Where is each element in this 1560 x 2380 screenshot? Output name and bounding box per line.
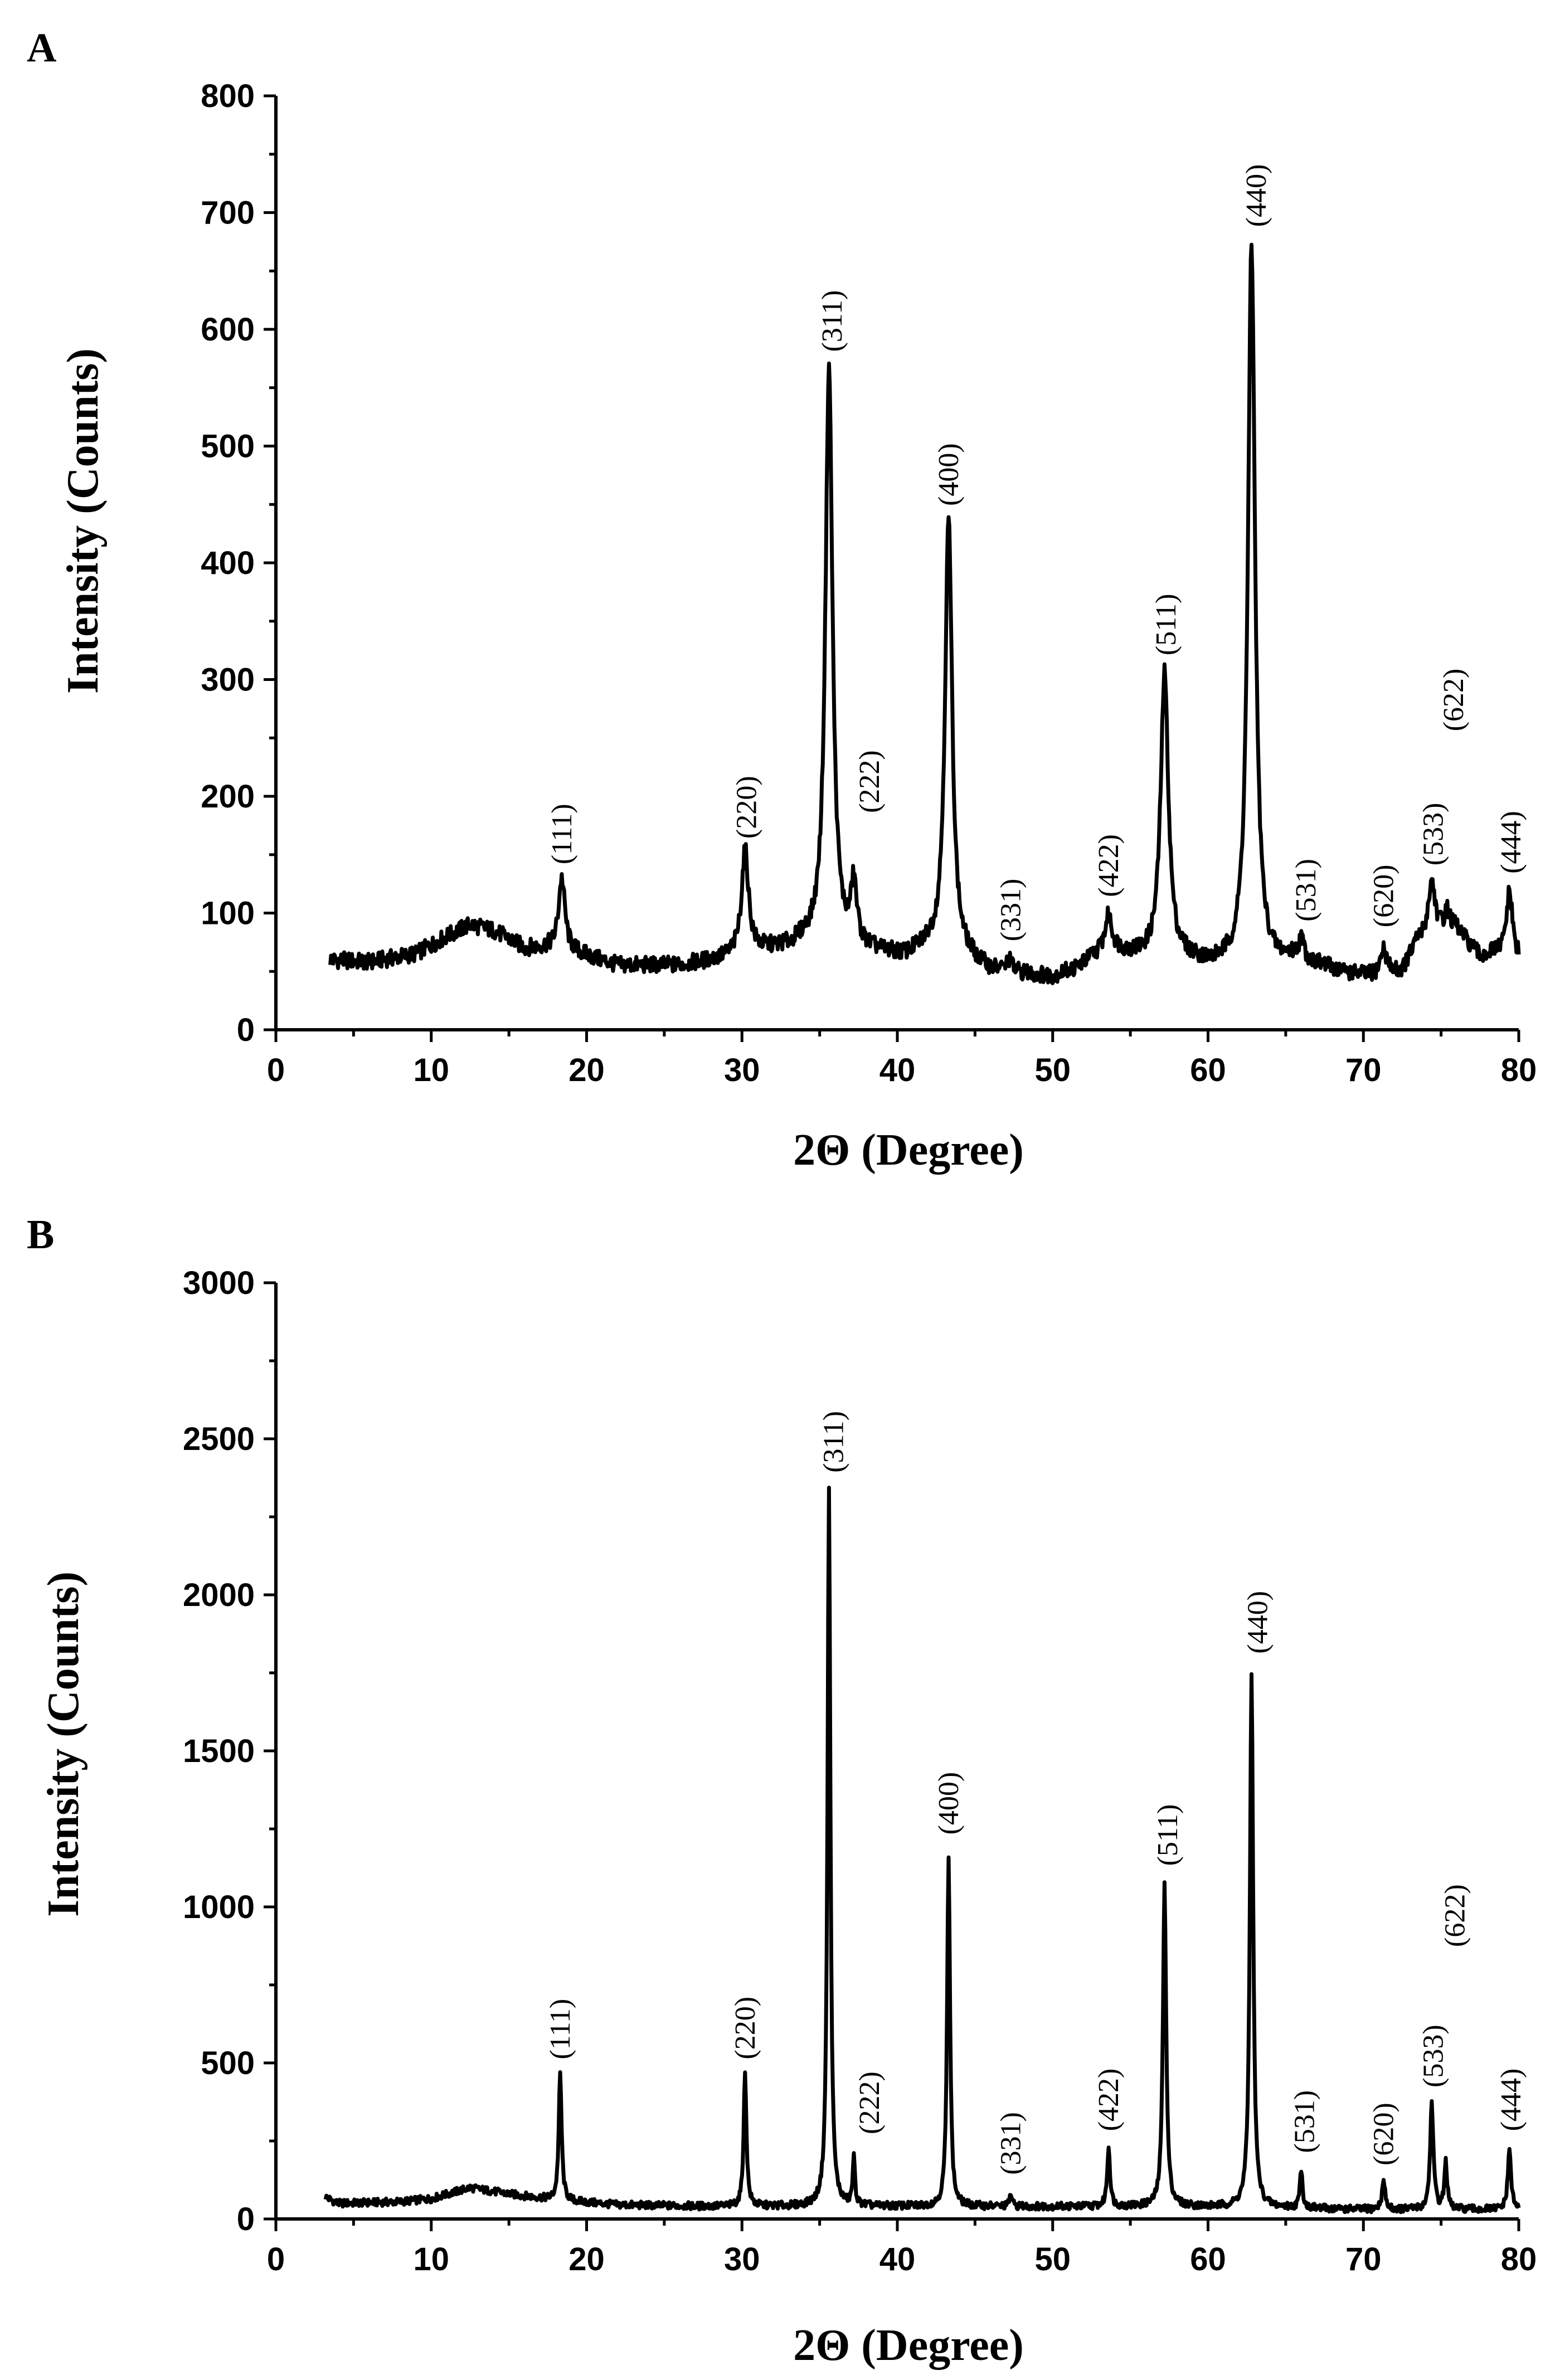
peak-label: (111) xyxy=(545,1999,576,2060)
panel-b-y-axis-title: Intensity (Counts) xyxy=(39,1571,88,1917)
panel-b-x-axis-title: 2Θ (Degree) xyxy=(793,2321,1024,2370)
y-tick-label: 200 xyxy=(201,778,255,815)
peak-label: (444) xyxy=(1495,811,1527,874)
peak-label: (511) xyxy=(1150,593,1182,655)
x-tick-label: 50 xyxy=(1034,1052,1071,1088)
panel-a-peak-labels: (111) (220) (311) (222) (400) (331) (422) (511)… xyxy=(546,164,1527,942)
y-tick-label: 100 xyxy=(201,895,255,932)
x-tick-label: 70 xyxy=(1345,2241,1382,2277)
peak-label: (531) xyxy=(1289,2090,1320,2153)
x-tick-label: 40 xyxy=(879,2241,916,2277)
x-tick-label: 80 xyxy=(1501,2241,1537,2277)
peak-label: (331) xyxy=(995,2112,1027,2175)
peak-label: (440) xyxy=(1242,1591,1274,1654)
peak-label: (422) xyxy=(1093,834,1125,897)
x-tick-label: 10 xyxy=(413,2241,449,2277)
x-tick-label: 50 xyxy=(1034,2241,1071,2277)
panel-a-axes xyxy=(274,96,1519,1031)
x-tick-label: 60 xyxy=(1190,1052,1226,1088)
peak-label: (622) xyxy=(1440,1884,1471,1947)
x-tick-label: 10 xyxy=(413,1052,449,1088)
x-tick-label: 20 xyxy=(568,1052,605,1088)
peak-label: (311) xyxy=(817,290,848,352)
y-tick-label: 800 xyxy=(201,78,255,114)
peak-label: (220) xyxy=(731,776,763,839)
peak-label: (533) xyxy=(1418,2024,1450,2087)
peak-label: (444) xyxy=(1495,2068,1527,2131)
x-tick-label: 40 xyxy=(879,1052,916,1088)
y-tick-label: 0 xyxy=(237,1012,255,1048)
panel-a-y-axis-title: Intensity (Counts) xyxy=(59,348,108,694)
y-tick-label: 300 xyxy=(201,662,255,698)
x-tick-label: 30 xyxy=(724,1052,760,1088)
x-tick-label: 80 xyxy=(1501,1052,1537,1088)
panel-b-peak-labels: (111) (220) (311) (222) (400) (331) (422) (511)… xyxy=(545,1411,1527,2175)
panel-b-axes xyxy=(274,1283,1519,2221)
peak-label: (222) xyxy=(854,750,886,813)
peak-label: (400) xyxy=(933,443,965,506)
x-tick-label: 30 xyxy=(724,2241,760,2277)
peak-label: (311) xyxy=(818,1411,850,1473)
y-tick-label: 1000 xyxy=(183,1889,255,1925)
x-tick-label: 20 xyxy=(568,2241,605,2277)
y-tick-label: 0 xyxy=(237,2201,255,2237)
panel-a-letter: A xyxy=(27,25,56,71)
x-tick-label: 0 xyxy=(267,1052,285,1088)
peak-label: (622) xyxy=(1438,669,1470,732)
peak-label: (220) xyxy=(730,1997,761,2060)
peak-label: (440) xyxy=(1241,164,1272,227)
panel-b: B 0 10 20 30 40 50 60 70 80 0 500 1000 1500 2000 2500 3… xyxy=(27,1212,1537,2370)
peak-label: (531) xyxy=(1290,859,1322,922)
x-tick-label: 0 xyxy=(267,2241,285,2277)
peak-label: (533) xyxy=(1418,803,1450,866)
peak-label: (222) xyxy=(854,2071,886,2134)
y-tick-label: 600 xyxy=(201,312,255,348)
x-tick-label: 70 xyxy=(1345,1052,1382,1088)
panel-a-ticks: 0 10 20 30 40 50 60 70 8001002003004005006007008… xyxy=(201,78,1537,1088)
y-tick-label: 2500 xyxy=(183,1421,255,1457)
y-tick-label: 700 xyxy=(201,195,255,231)
x-tick-label: 60 xyxy=(1190,2241,1226,2277)
panel-b-xrd-trace xyxy=(323,1486,1521,2214)
y-tick-label: 400 xyxy=(201,545,255,581)
peak-label: (111) xyxy=(546,804,578,864)
panel-b-ticks: 0 10 20 30 40 50 60 70 80 0 500 1000 1500 2000 2500 300… xyxy=(183,1265,1537,2277)
y-tick-label: 2000 xyxy=(183,1577,255,1613)
y-tick-label: 500 xyxy=(201,429,255,465)
peak-label: (511) xyxy=(1152,1804,1184,1866)
peak-label: (331) xyxy=(995,879,1027,942)
peak-label: (620) xyxy=(1368,2102,1400,2165)
panel-b-letter: B xyxy=(27,1212,54,1258)
peak-label: (620) xyxy=(1368,865,1400,928)
panel-a-xrd-trace xyxy=(328,242,1521,985)
y-tick-label: 3000 xyxy=(183,1265,255,1301)
y-tick-label: 500 xyxy=(201,2045,255,2081)
panel-a-x-axis-title: 2Θ (Degree) xyxy=(793,1126,1024,1175)
panel-a: A 0 10 20 30 40 50 60 70 80010020030040050060070… xyxy=(27,25,1537,1175)
y-tick-label: 1500 xyxy=(183,1733,255,1769)
peak-label: (422) xyxy=(1093,2068,1125,2131)
peak-label: (400) xyxy=(933,1772,965,1835)
